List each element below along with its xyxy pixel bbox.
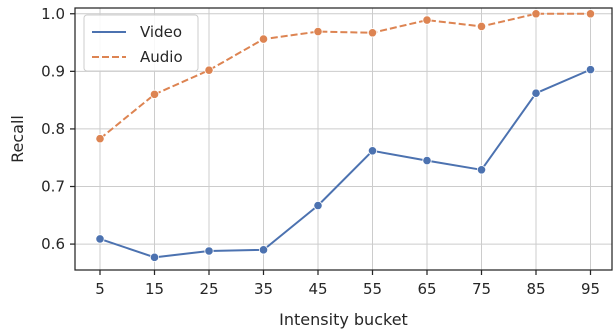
x-ticks: 5 15 25 35 45 55 65 75 85 95 [95, 270, 600, 298]
y-tick-label: 0.8 [41, 120, 65, 138]
legend: Video Audio [83, 14, 199, 72]
data-point-audio [422, 15, 432, 25]
data-point-video [422, 155, 432, 166]
data-point-audio [95, 134, 105, 144]
data-point-video [258, 245, 269, 255]
x-tick-label: 85 [526, 280, 545, 298]
data-point-audio [367, 28, 378, 38]
legend-label-video: Video [140, 23, 182, 41]
x-tick-label: 75 [472, 280, 491, 298]
y-tick-label: 0.6 [41, 235, 65, 253]
x-axis-label: Intensity bucket [279, 310, 408, 329]
x-tick-label: 5 [95, 280, 105, 298]
data-point-video [476, 165, 487, 175]
series-layer [95, 9, 596, 262]
series-line-audio [99, 12, 591, 140]
data-point-audio [149, 89, 160, 99]
data-point-audio [585, 9, 596, 19]
x-tick-label: 15 [145, 280, 164, 298]
y-tick-label: 1.0 [41, 5, 65, 23]
x-tick-label: 65 [417, 280, 436, 298]
data-point-video [149, 252, 160, 262]
data-point-video [585, 65, 596, 75]
y-tick-label: 0.9 [41, 62, 65, 80]
data-point-audio [204, 65, 214, 75]
data-point-audio [531, 9, 541, 19]
data-point-video [367, 146, 378, 156]
data-point-video [204, 246, 214, 256]
y-axis-label: Recall [8, 115, 27, 163]
y-ticks: 0.6 0.7 0.8 0.9 1.0 [41, 5, 75, 253]
x-tick-label: 95 [581, 280, 600, 298]
data-point-video [313, 200, 323, 211]
y-tick-label: 0.7 [41, 178, 65, 196]
data-point-video [531, 88, 541, 98]
x-tick-label: 45 [308, 280, 327, 298]
x-tick-label: 25 [199, 280, 218, 298]
legend-label-audio: Audio [140, 48, 183, 66]
data-point-audio [313, 27, 323, 37]
x-tick-label: 55 [363, 280, 382, 298]
data-point-audio [476, 21, 487, 32]
data-point-audio [258, 34, 269, 44]
data-point-video [95, 234, 105, 244]
series-line-video [99, 68, 591, 259]
x-tick-label: 35 [254, 280, 273, 298]
plot-frame [74, 7, 613, 271]
